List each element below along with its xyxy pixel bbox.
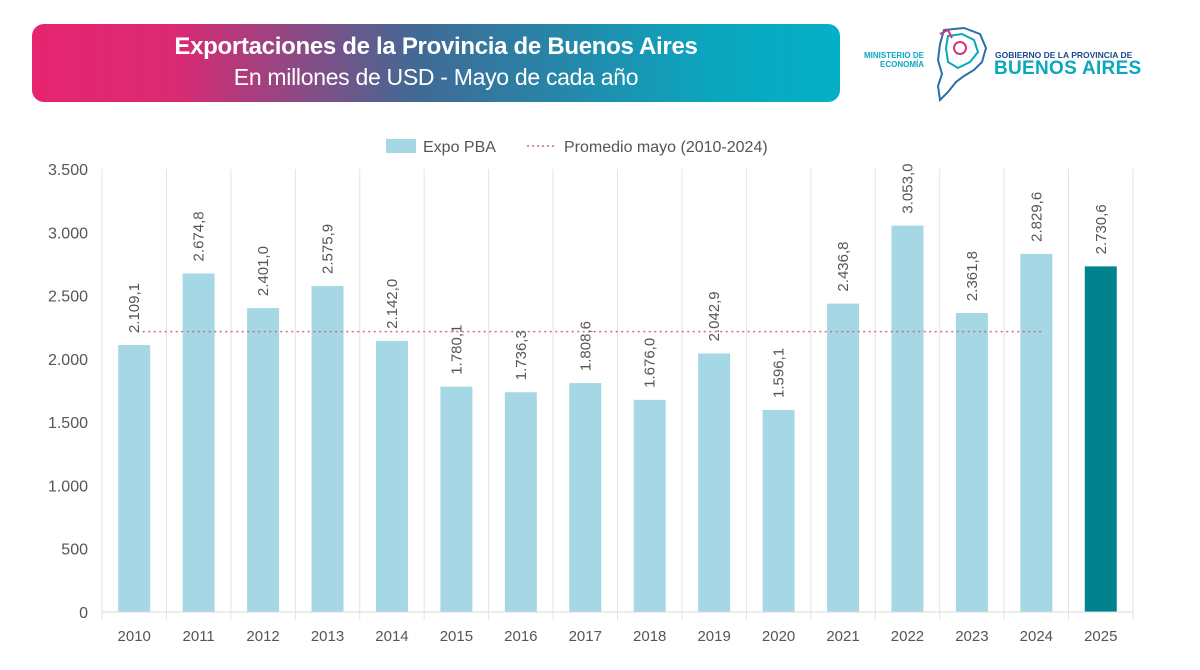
data-label-2017: 1.808,6 — [577, 321, 594, 371]
data-label-2022: 3.053,0 — [899, 164, 916, 214]
x-tick-label: 2015 — [440, 628, 473, 645]
data-label-2023: 2.361,8 — [964, 251, 981, 301]
legend: Expo PBA Promedio mayo (2010-2024) — [386, 139, 768, 156]
y-tick-label: 3.500 — [48, 162, 88, 179]
y-tick-label: 1.500 — [48, 415, 88, 432]
y-tick-label: 2.500 — [48, 289, 88, 306]
data-label-2016: 1.736,3 — [513, 330, 530, 380]
bar-2016 — [504, 392, 537, 612]
bar-2015 — [440, 386, 473, 612]
x-tick-label: 2020 — [762, 628, 795, 645]
x-tick-label: 2019 — [697, 628, 730, 645]
ministry-label: MINISTERIO DE ECONOMÍA — [863, 51, 924, 69]
bar-2020 — [762, 409, 795, 612]
bar-2025 — [1084, 266, 1117, 612]
title-banner: Exportaciones de la Provincia de Buenos … — [32, 24, 840, 102]
x-tick-label: 2013 — [311, 628, 344, 645]
province-map-icon — [936, 26, 988, 102]
data-label-2020: 1.596,1 — [771, 348, 788, 398]
chart-title: Exportaciones de la Provincia de Buenos … — [174, 33, 698, 60]
government-label: GOBIERNO DE LA PROVINCIA DE — [995, 50, 1133, 60]
bar-2018 — [633, 399, 666, 612]
legend-swatch-expo — [386, 139, 416, 153]
data-label-2014: 2.142,0 — [384, 279, 401, 329]
y-tick-label: 500 — [61, 542, 88, 559]
legend-label-average: Promedio mayo (2010-2024) — [564, 139, 768, 156]
x-tick-label: 2018 — [633, 628, 666, 645]
data-label-2025: 2.730,6 — [1093, 204, 1110, 254]
data-label-2010: 2.109,1 — [126, 283, 143, 333]
data-label-2021: 2.436,8 — [835, 242, 852, 292]
data-label-2015: 1.780,1 — [448, 325, 465, 375]
y-tick-label: 0 — [79, 605, 88, 622]
bar-2022 — [891, 225, 924, 612]
x-tick-label: 2024 — [1020, 628, 1053, 645]
x-tick-label: 2017 — [569, 628, 602, 645]
x-tick-label: 2025 — [1084, 628, 1117, 645]
legend-label-expo: Expo PBA — [423, 139, 496, 156]
government-logo: MINISTERIO DE ECONOMÍA GOBIERNO DE LA PR… — [860, 26, 1160, 102]
bar-2017 — [569, 383, 602, 612]
data-label-2018: 1.676,0 — [642, 338, 659, 388]
bar-2014 — [375, 340, 408, 612]
province-label: BUENOS AIRES — [994, 58, 1142, 79]
bar-2010 — [118, 345, 151, 612]
bar-2023 — [955, 313, 988, 612]
x-tick-label: 2011 — [183, 628, 215, 645]
data-label-2013: 2.575,9 — [320, 224, 337, 274]
y-tick-label: 2.000 — [48, 352, 88, 369]
bar-2019 — [698, 353, 731, 612]
y-tick-label: 1.000 — [48, 478, 88, 495]
data-label-2011: 2.674,8 — [191, 211, 208, 261]
bar-2021 — [827, 303, 860, 612]
chart-subtitle: En millones de USD - Mayo de cada año — [233, 64, 639, 90]
x-tick-label: 2016 — [504, 628, 537, 645]
data-label-2024: 2.829,6 — [1028, 192, 1045, 242]
bar-2013 — [311, 285, 344, 612]
bar-2012 — [247, 308, 280, 612]
y-tick-label: 3.000 — [48, 225, 88, 242]
x-tick-label: 2022 — [891, 628, 924, 645]
data-label-2019: 2.042,9 — [706, 291, 723, 341]
x-tick-label: 2023 — [955, 628, 988, 645]
x-tick-label: 2014 — [375, 628, 408, 645]
x-tick-label: 2012 — [246, 628, 279, 645]
x-tick-label: 2010 — [118, 628, 151, 645]
bar-2024 — [1020, 253, 1053, 612]
bar-2011 — [182, 273, 215, 612]
data-label-2012: 2.401,0 — [255, 246, 272, 296]
x-tick-label: 2021 — [826, 628, 859, 645]
